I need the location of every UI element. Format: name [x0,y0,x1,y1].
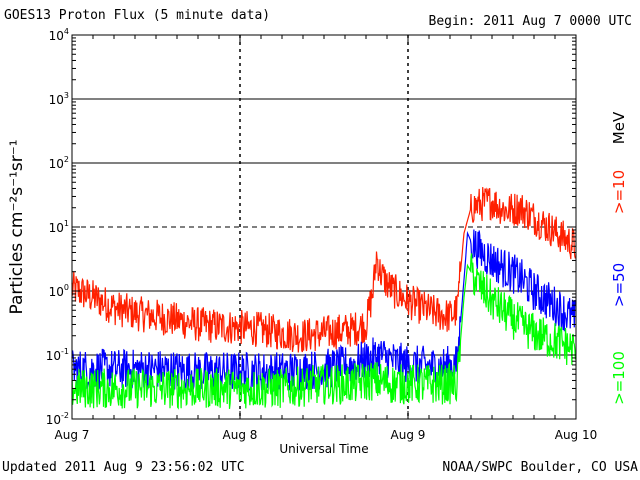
legend-entry: >=10 [610,170,628,214]
legend-entry: >=100 [610,351,628,405]
x-tick-label: Aug 9 [391,428,426,442]
chart-title: GOES13 Proton Flux (5 minute data) [4,8,271,23]
y-axis-label: Particles cm⁻²s⁻¹sr⁻¹ [7,139,27,314]
x-axis-label: Universal Time [279,442,368,456]
x-tick-label: Aug 8 [223,428,258,442]
y-tick-label: 10-1 [46,347,69,363]
series-line-3 [71,253,576,410]
series-layer [71,187,576,410]
x-tick-label: Aug 7 [55,428,90,442]
y-tick-label: 10-2 [46,411,69,427]
axis-layer: 10-2 10-1 100 101 102 103 104 Aug 7 Aug 8 Aug 9 Au… [46,27,598,442]
series-line-1 [71,187,576,353]
legend-entry: >=50 [610,263,628,307]
begin-time-label: Begin: 2011 Aug 7 0000 UTC [428,14,633,29]
legend-unit: MeV [610,111,628,144]
y-tick-label: 101 [49,219,69,235]
y-tick-label: 100 [49,283,69,299]
source-credit: NOAA/SWPC Boulder, CO USA [442,460,638,475]
grid-layer [72,35,576,419]
updated-timestamp: Updated 2011 Aug 9 23:56:02 UTC [2,460,245,475]
x-tick-label: Aug 10 [555,428,598,442]
y-tick-label: 102 [49,155,69,171]
legend: MeV >=10 >=50 >=100 [610,111,628,405]
y-tick-label: 104 [49,27,69,43]
y-tick-label: 103 [49,91,69,107]
